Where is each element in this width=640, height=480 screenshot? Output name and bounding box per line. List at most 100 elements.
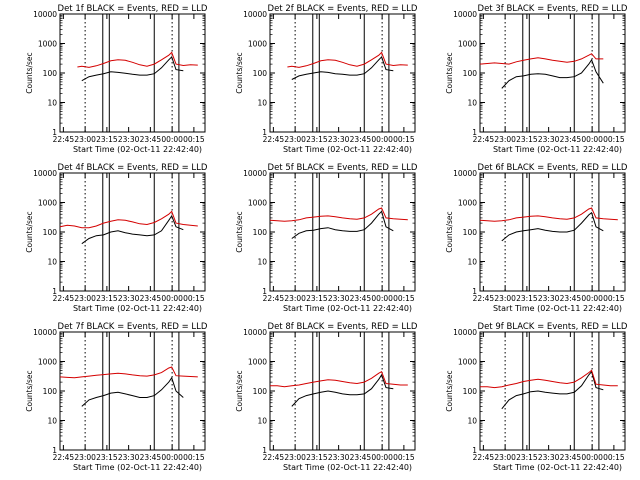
x-axis-label: Start Time (02-Oct-11 22:42:40): [493, 304, 622, 313]
events-series-line: [291, 55, 394, 80]
x-axis-label: Start Time (02-Oct-11 22:42:40): [283, 145, 412, 154]
y-tick-label: 1: [472, 128, 477, 137]
lld-series-line: [479, 53, 604, 65]
lld-series-line: [287, 51, 408, 68]
y-tick-label: 1: [472, 446, 477, 455]
lld-series-line: [59, 210, 198, 229]
x-tick-label: 00:00: [161, 453, 183, 462]
y-tick-label: 10000: [453, 10, 477, 19]
panel-title: Det 2f BLACK = Events, RED = LLD: [268, 4, 418, 14]
panel-title: Det 1f BLACK = Events, RED = LLD: [58, 4, 208, 14]
detector-panel-5: Det 5f BLACK = Events, RED = LLD 1 10 100 10…: [235, 163, 418, 313]
x-tick-label: 23:15: [516, 135, 538, 144]
plot-frame: [59, 331, 206, 451]
y-tick-label: 1: [52, 287, 57, 296]
x-axis-label: Start Time (02-Oct-11 22:42:40): [283, 304, 412, 313]
y-tick-label: 100: [463, 228, 478, 237]
plot-frame: [479, 13, 626, 133]
y-tick-label: 1000: [38, 199, 57, 208]
x-tick-label: 23:45: [560, 453, 582, 462]
y-tick-label: 100: [253, 228, 268, 237]
events-series-line: [501, 211, 604, 242]
x-tick-label: 23:15: [96, 294, 118, 303]
y-tick-label: 100: [43, 228, 58, 237]
events-series-line: [81, 376, 184, 407]
x-tick-label: 23:15: [96, 135, 118, 144]
y-tick-label: 10: [47, 417, 57, 426]
x-tick-label: 23:15: [306, 135, 328, 144]
events-series-line: [501, 370, 604, 410]
x-tick-label: 23:15: [516, 453, 538, 462]
plot-frame: [269, 331, 416, 451]
x-tick-label: 00:15: [393, 135, 415, 144]
x-tick-label: 23:45: [560, 294, 582, 303]
x-tick-label: 23:30: [538, 135, 560, 144]
x-tick-label: 23:15: [96, 453, 118, 462]
x-tick-label: 22:45: [53, 294, 75, 303]
detector-panel-3: Det 3f BLACK = Events, RED = LLD 1 10 100 10…: [445, 4, 628, 154]
y-tick-label: 10000: [33, 169, 57, 178]
x-axis-label: Start Time (02-Oct-11 22:42:40): [73, 304, 202, 313]
y-tick-label: 10: [257, 258, 267, 267]
x-tick-label: 22:45: [263, 453, 285, 462]
x-axis-label: Start Time (02-Oct-11 22:42:40): [493, 463, 622, 472]
x-tick-label: 00:00: [371, 453, 393, 462]
y-axis-label: Counts/sec: [235, 52, 244, 93]
y-tick-label: 1: [472, 287, 477, 296]
plot-frame: [479, 172, 626, 292]
detector-panel-4: Det 4f BLACK = Events, RED = LLD 1 10 100 10…: [25, 163, 208, 313]
x-tick-label: 23:30: [538, 294, 560, 303]
events-series-line: [81, 214, 184, 245]
y-axis-label: Counts/sec: [25, 211, 34, 252]
x-tick-label: 23:00: [74, 453, 96, 462]
plot-frame: [59, 172, 206, 292]
x-tick-label: 23:30: [118, 294, 140, 303]
detector-panel-1: Det 1f BLACK = Events, RED = LLD 1 10 100 10…: [25, 4, 208, 154]
x-tick-label: 23:30: [538, 453, 560, 462]
y-tick-label: 1000: [458, 199, 477, 208]
x-tick-label: 23:00: [494, 453, 516, 462]
y-tick-label: 100: [43, 387, 58, 396]
panel-title: Det 6f BLACK = Events, RED = LLD: [478, 163, 628, 173]
x-tick-label: 23:30: [118, 453, 140, 462]
y-tick-label: 10: [467, 417, 477, 426]
detector-panel-9: Det 9f BLACK = Events, RED = LLD 1 10 100 10…: [445, 322, 628, 472]
y-tick-label: 10: [47, 99, 57, 108]
y-tick-label: 1000: [38, 358, 57, 367]
y-tick-label: 100: [463, 69, 478, 78]
x-tick-label: 00:15: [393, 294, 415, 303]
plot-frame: [59, 13, 206, 133]
x-tick-label: 23:00: [284, 453, 306, 462]
x-tick-label: 23:45: [140, 294, 162, 303]
y-tick-label: 1: [52, 128, 57, 137]
x-tick-label: 22:45: [473, 135, 495, 144]
y-axis-label: Counts/sec: [445, 370, 454, 411]
y-axis-label: Counts/sec: [445, 52, 454, 93]
detector-panel-2: Det 2f BLACK = Events, RED = LLD 1 10 100 10…: [235, 4, 418, 154]
x-tick-label: 00:00: [161, 294, 183, 303]
y-tick-label: 10000: [243, 328, 267, 337]
x-tick-label: 00:00: [371, 135, 393, 144]
x-tick-label: 00:00: [581, 294, 603, 303]
y-tick-label: 100: [43, 69, 58, 78]
lld-series-line: [480, 369, 618, 389]
x-axis-label: Start Time (02-Oct-11 22:42:40): [493, 145, 622, 154]
y-tick-label: 10000: [33, 328, 57, 337]
x-tick-label: 00:15: [183, 453, 205, 462]
x-tick-label: 23:00: [284, 294, 306, 303]
x-tick-label: 23:15: [306, 453, 328, 462]
x-tick-label: 00:00: [581, 135, 603, 144]
y-tick-label: 1000: [248, 199, 267, 208]
x-tick-label: 23:45: [350, 135, 372, 144]
y-axis-label: Counts/sec: [25, 370, 34, 411]
y-tick-label: 10: [467, 258, 477, 267]
panel-title: Det 9f BLACK = Events, RED = LLD: [478, 322, 628, 332]
x-tick-label: 00:15: [183, 135, 205, 144]
x-tick-label: 23:15: [306, 294, 328, 303]
y-tick-label: 10: [257, 99, 267, 108]
x-tick-label: 23:00: [74, 294, 96, 303]
panel-title: Det 3f BLACK = Events, RED = LLD: [478, 4, 628, 14]
y-tick-label: 1: [262, 128, 267, 137]
x-tick-label: 23:00: [494, 135, 516, 144]
